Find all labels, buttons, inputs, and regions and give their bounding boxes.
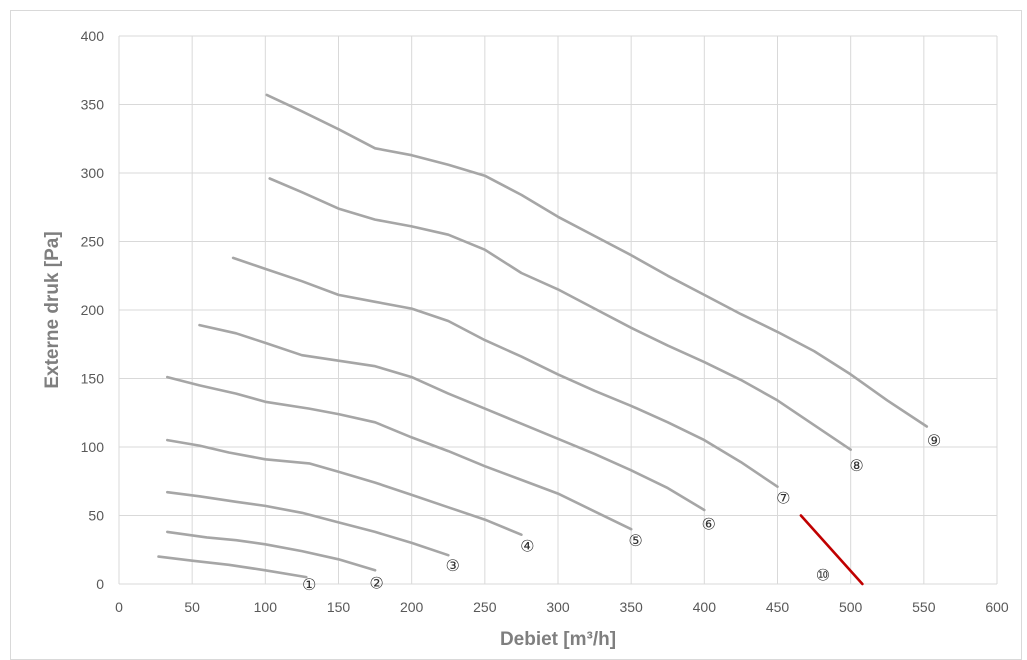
curve-7-label: ⑦ xyxy=(776,489,790,508)
x-tick-label: 50 xyxy=(184,599,200,615)
curve-9-label: ⑨ xyxy=(927,431,941,450)
y-tick-label: 350 xyxy=(81,97,105,113)
y-tick-label: 400 xyxy=(81,28,105,44)
x-tick-label: 400 xyxy=(693,599,717,615)
curve-9-line xyxy=(265,93,929,428)
y-tick-label: 300 xyxy=(81,165,105,181)
curve-8-label: ⑧ xyxy=(849,456,863,475)
y-tick-label: 250 xyxy=(81,234,105,250)
x-tick-label: 250 xyxy=(473,599,497,615)
x-tick-label: 500 xyxy=(839,599,863,615)
curve-7-line xyxy=(231,256,779,488)
grid xyxy=(118,35,998,585)
curve-5-line xyxy=(166,375,633,531)
series-layer xyxy=(157,93,929,586)
x-tick-label: 600 xyxy=(985,599,1009,615)
curve-3-label: ③ xyxy=(445,556,459,575)
y-tick-label: 200 xyxy=(81,302,105,318)
y-tick-label: 0 xyxy=(96,576,104,592)
curve-labels: ① ② ③ ④ ⑤ ⑥ ⑦ ⑧ ⑨ ⑩ xyxy=(302,431,941,594)
curve-4-label: ④ xyxy=(520,537,534,556)
curve-5-label: ⑤ xyxy=(628,531,642,550)
x-tick-label: 200 xyxy=(400,599,424,615)
curve-10-line xyxy=(799,514,864,586)
curve-10-label: ⑩ xyxy=(816,565,830,584)
x-tick-label: 350 xyxy=(619,599,643,615)
x-tick-label: 300 xyxy=(546,599,570,615)
y-axis-title: Externe druk [Pa] xyxy=(42,231,63,388)
x-tick-label: 550 xyxy=(912,599,936,615)
curve-2-label: ② xyxy=(369,574,383,593)
curve-2-line xyxy=(166,530,377,572)
y-tick-label: 150 xyxy=(81,371,105,387)
tick-labels: 0 50 100 150 200 250 300 350 400 450 500 550 600 0 50 1… xyxy=(81,28,1009,615)
y-tick-label: 100 xyxy=(81,439,105,455)
curve-4-line xyxy=(166,438,523,536)
x-tick-label: 450 xyxy=(766,599,790,615)
curve-6-label: ⑥ xyxy=(702,515,716,534)
curve-3-line xyxy=(166,490,450,557)
x-axis-title: Debiet [m³/h] xyxy=(500,629,616,650)
chart-frame xyxy=(10,10,1022,660)
curve-1-line xyxy=(157,555,308,579)
x-tick-label: 100 xyxy=(254,599,278,615)
y-tick-label: 50 xyxy=(88,508,104,524)
x-tick-label: 150 xyxy=(327,599,351,615)
curve-8-line xyxy=(268,177,852,451)
curve-6-line xyxy=(198,323,706,512)
curve-1-label: ① xyxy=(302,575,316,594)
x-tick-label: 0 xyxy=(115,599,123,615)
